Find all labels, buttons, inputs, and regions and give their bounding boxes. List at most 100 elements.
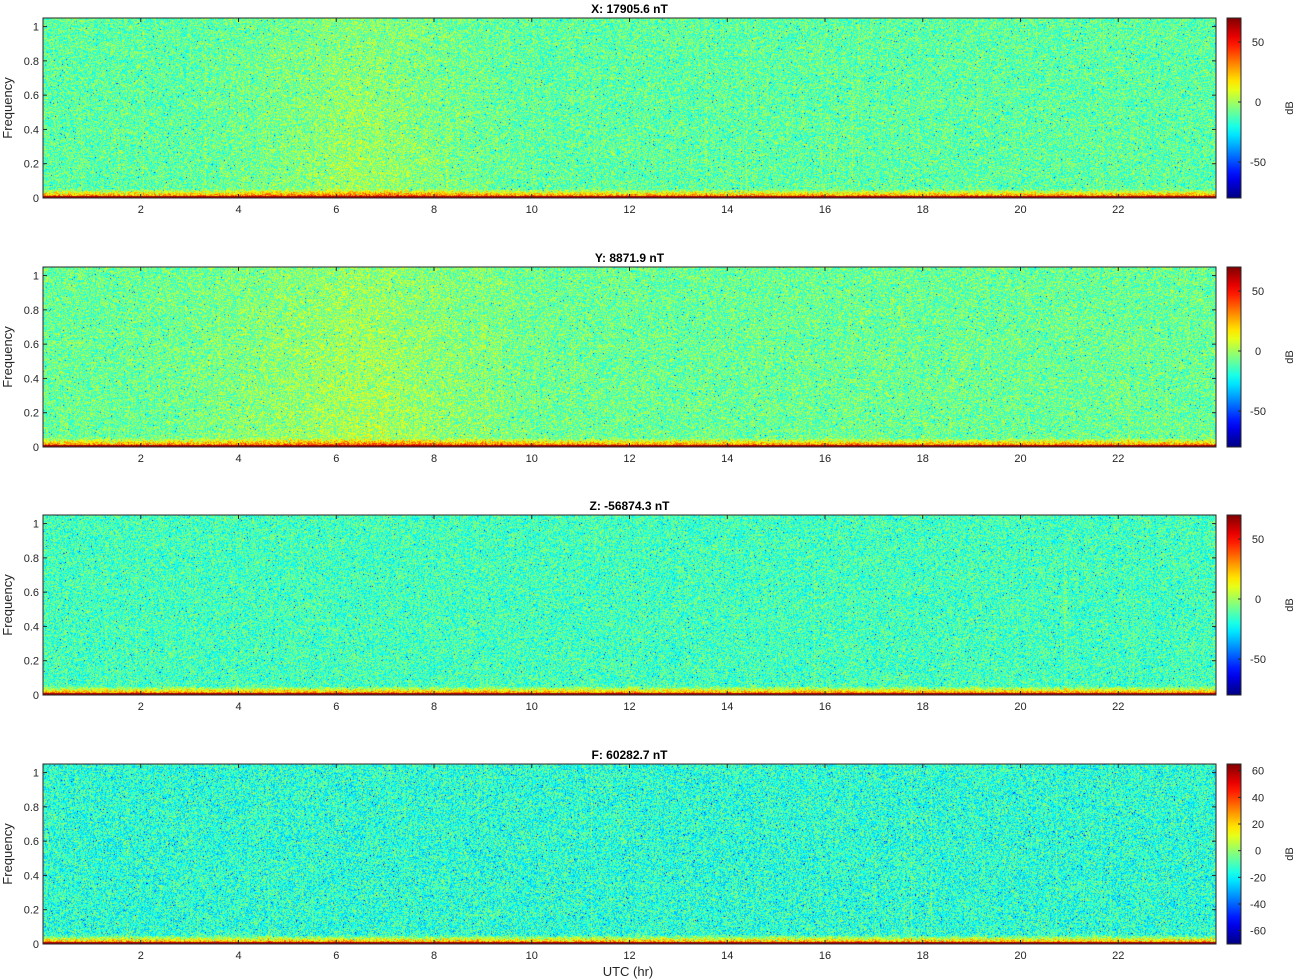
x-tick-label: 16 bbox=[819, 453, 831, 465]
y-tick-label: 1 bbox=[33, 271, 39, 283]
x-tick-label: 18 bbox=[917, 701, 929, 713]
x-tick-label: 8 bbox=[431, 701, 437, 713]
x-tick-label: 20 bbox=[1014, 950, 1026, 962]
spectrogram-image bbox=[43, 764, 1216, 944]
x-tick-label: 14 bbox=[721, 701, 733, 713]
colorbar-label: dB bbox=[1284, 101, 1296, 114]
x-tick-label: 22 bbox=[1112, 950, 1124, 962]
y-tick-label: 0.6 bbox=[24, 587, 39, 599]
y-tick-label: 0.2 bbox=[24, 408, 39, 420]
panel-title: Y: 8871.9 nT bbox=[595, 251, 665, 265]
y-tick-label: 0.6 bbox=[24, 90, 39, 102]
x-tick-label: 12 bbox=[623, 204, 635, 216]
x-tick-label: 20 bbox=[1014, 453, 1026, 465]
x-tick-label: 8 bbox=[431, 204, 437, 216]
y-tick-label: 1 bbox=[33, 22, 39, 34]
y-tick-label: 0.4 bbox=[24, 373, 39, 385]
y-tick-label: 0.6 bbox=[24, 836, 39, 848]
x-tick-label: 10 bbox=[526, 701, 538, 713]
x-tick-label: 2 bbox=[138, 453, 144, 465]
colorbar-label: dB bbox=[1284, 598, 1296, 611]
y-tick-label: 0.8 bbox=[24, 802, 39, 814]
x-tick-label: 16 bbox=[819, 950, 831, 962]
x-tick-label: 2 bbox=[138, 204, 144, 216]
colorbar-tick-label: 0 bbox=[1255, 97, 1261, 109]
x-tick-label: 20 bbox=[1014, 204, 1026, 216]
x-tick-label: 4 bbox=[235, 701, 241, 713]
x-tick-label: 6 bbox=[333, 204, 339, 216]
y-axis-label: Frequency bbox=[0, 574, 15, 636]
x-tick-label: 22 bbox=[1112, 204, 1124, 216]
panel-title: X: 17905.6 nT bbox=[591, 2, 668, 16]
y-tick-label: 0.2 bbox=[24, 656, 39, 668]
x-tick-label: 14 bbox=[721, 950, 733, 962]
y-axis-label: Frequency bbox=[0, 326, 15, 388]
x-tick-label: 14 bbox=[721, 453, 733, 465]
spectrogram-image bbox=[43, 18, 1216, 198]
x-tick-label: 20 bbox=[1014, 701, 1026, 713]
colorbar-tick-label: -50 bbox=[1250, 406, 1266, 418]
y-tick-label: 0.8 bbox=[24, 553, 39, 565]
colorbar bbox=[1226, 763, 1242, 945]
colorbar-tick-label: 40 bbox=[1252, 792, 1264, 804]
x-tick-label: 6 bbox=[333, 453, 339, 465]
x-tick-label: 8 bbox=[431, 950, 437, 962]
x-tick-label: 6 bbox=[333, 701, 339, 713]
x-tick-label: 4 bbox=[235, 453, 241, 465]
x-tick-label: 10 bbox=[526, 453, 538, 465]
spectrogram-panel-0: X: 17905.6 nT2 4 6 8 10 12 14 16 18 20 2200.20.40.… bbox=[0, 2, 1296, 216]
x-tick-label: 12 bbox=[623, 950, 635, 962]
x-tick-label: 18 bbox=[917, 950, 929, 962]
spectrogram-image bbox=[43, 515, 1216, 695]
y-tick-label: 0 bbox=[33, 690, 39, 702]
colorbar-tick-label: 50 bbox=[1252, 534, 1264, 546]
spectrogram-panel-3: F: 60282.7 nT2 4 6 8 10 12 14 16 18 20 2200.20.40.… bbox=[0, 748, 1296, 962]
y-tick-label: 1 bbox=[33, 519, 39, 531]
x-tick-label: 16 bbox=[819, 204, 831, 216]
colorbar-tick-label: 20 bbox=[1252, 819, 1264, 831]
colorbar-tick-label: 50 bbox=[1252, 37, 1264, 49]
x-tick-label: 12 bbox=[623, 701, 635, 713]
y-tick-label: 0.8 bbox=[24, 305, 39, 317]
y-tick-label: 0 bbox=[33, 193, 39, 205]
panel-title: F: 60282.7 nT bbox=[591, 748, 668, 762]
colorbar-tick-label: -40 bbox=[1250, 899, 1266, 911]
y-axis-label: Frequency bbox=[0, 823, 15, 885]
x-tick-label: 22 bbox=[1112, 453, 1124, 465]
colorbar-tick-label: -20 bbox=[1250, 872, 1266, 884]
colorbar-label: dB bbox=[1284, 350, 1296, 363]
colorbar bbox=[1226, 514, 1242, 696]
x-tick-label: 18 bbox=[917, 453, 929, 465]
y-tick-label: 0.2 bbox=[24, 905, 39, 917]
colorbar bbox=[1226, 17, 1242, 199]
spectrogram-image bbox=[43, 267, 1216, 447]
x-tick-label: 6 bbox=[333, 950, 339, 962]
colorbar-tick-label: -50 bbox=[1250, 157, 1266, 169]
colorbar-tick-label: 0 bbox=[1255, 846, 1261, 858]
y-tick-label: 0.4 bbox=[24, 621, 39, 633]
y-tick-label: 1 bbox=[33, 768, 39, 780]
x-tick-label: 4 bbox=[235, 204, 241, 216]
y-tick-label: 0.4 bbox=[24, 870, 39, 882]
x-tick-label: 18 bbox=[917, 204, 929, 216]
colorbar-tick-label: -60 bbox=[1250, 926, 1266, 938]
y-axis-label: Frequency bbox=[0, 77, 15, 139]
y-tick-label: 0 bbox=[33, 939, 39, 951]
x-tick-label: 10 bbox=[526, 950, 538, 962]
figure-x-axis-label: UTC (hr) bbox=[603, 964, 654, 979]
x-tick-label: 2 bbox=[138, 701, 144, 713]
y-tick-label: 0.6 bbox=[24, 339, 39, 351]
x-tick-label: 2 bbox=[138, 950, 144, 962]
colorbar-label: dB bbox=[1284, 847, 1296, 860]
colorbar-tick-label: 0 bbox=[1255, 594, 1261, 606]
y-tick-label: 0.2 bbox=[24, 159, 39, 171]
panel-title: Z: -56874.3 nT bbox=[589, 499, 670, 513]
y-tick-label: 0.4 bbox=[24, 124, 39, 136]
colorbar-tick-label: 0 bbox=[1255, 346, 1261, 358]
x-tick-label: 16 bbox=[819, 701, 831, 713]
spectrogram-panel-2: Z: -56874.3 nT2 4 6 8 10 12 14 16 18 20 2200.20.40… bbox=[0, 499, 1296, 713]
x-tick-label: 22 bbox=[1112, 701, 1124, 713]
colorbar bbox=[1226, 266, 1242, 448]
colorbar-tick-label: 50 bbox=[1252, 286, 1264, 298]
